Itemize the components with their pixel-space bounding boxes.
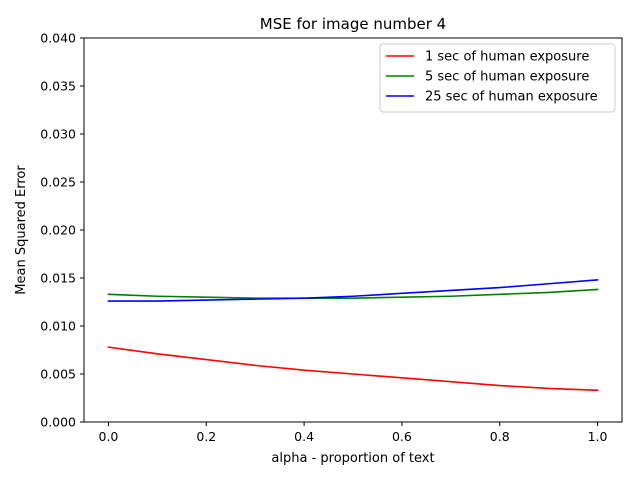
legend-label-3: 25 sec of human exposure [425, 90, 598, 105]
series-line-1 [107, 346, 599, 392]
x-tick-label: 0.6 [392, 429, 412, 444]
legend-box [379, 43, 616, 113]
x-axis-label: alpha - proportion of text [271, 451, 434, 466]
y-tick-label: 0.035 [40, 79, 76, 94]
legend: 1 sec of human exposure 5 sec of human ex… [379, 43, 616, 113]
y-tick-label: 0.025 [40, 175, 76, 190]
x-tick-label: 0.0 [99, 429, 119, 444]
series-line-3 [107, 279, 599, 302]
y-tick-label: 0.010 [40, 319, 76, 334]
x-tick-label: 0.2 [196, 429, 216, 444]
chart-title: MSE for image number 4 [260, 15, 446, 33]
plot-area: 0.0 0.2 0.4 0.6 0.8 1.0 0.000 0.005 0.010 0.015 0.… [40, 31, 623, 444]
y-axis-label: Mean Squared Error [14, 165, 29, 295]
y-tick-label: 0.030 [40, 127, 76, 142]
legend-label-1: 1 sec of human exposure [425, 50, 589, 65]
y-tick-label: 0.005 [40, 367, 76, 382]
y-tick-label: 0.020 [40, 223, 76, 238]
x-tick-label: 0.4 [294, 429, 314, 444]
y-tick-label: 0.040 [40, 31, 76, 46]
series-line-2 [107, 288, 599, 299]
y-tick-label: 0.000 [40, 415, 76, 430]
x-tick-label: 0.8 [490, 429, 510, 444]
x-tick-label: 1.0 [588, 429, 608, 444]
y-tick-label: 0.015 [40, 271, 76, 286]
legend-label-2: 5 sec of human exposure [425, 70, 589, 85]
